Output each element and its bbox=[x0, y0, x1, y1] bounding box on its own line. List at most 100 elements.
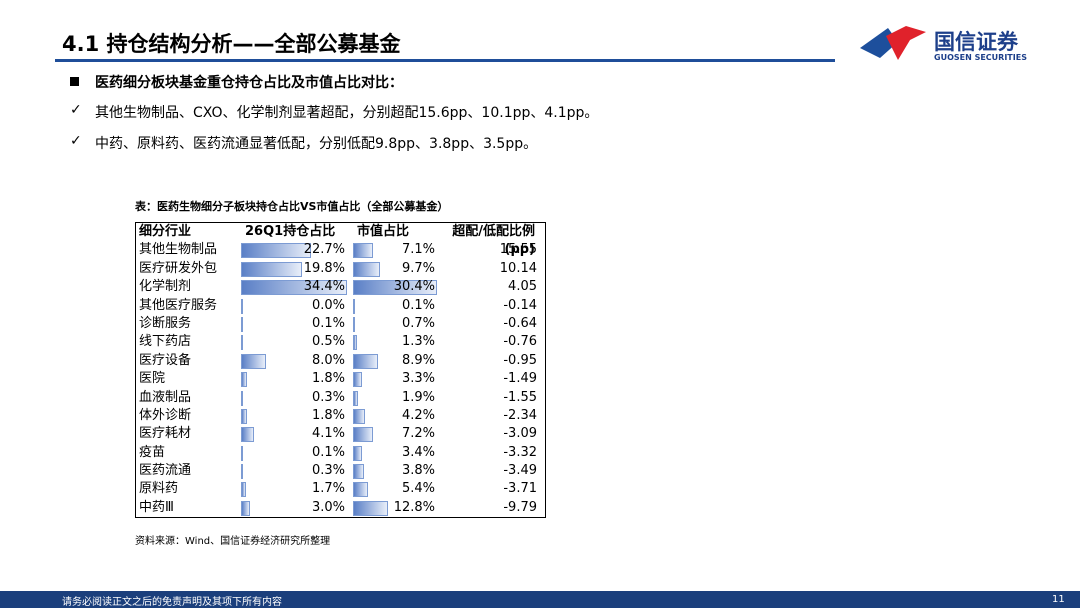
cell: 4.05 bbox=[508, 279, 537, 295]
table: 细分行业 26Q1持仓占比 市值占比 超配/低配比例(pp) 其他生物制品 22.7% 7.… bbox=[135, 222, 546, 519]
table-row: 其他生物制品 22.7% 7.1% 15.55 bbox=[136, 241, 545, 259]
cell: -3.09 bbox=[503, 426, 537, 442]
cell: 3.8% bbox=[401, 463, 435, 479]
cell: 30.4% bbox=[393, 279, 435, 295]
cell: 1.8% bbox=[311, 407, 345, 423]
disclaimer: 请务必阅读正文之后的免责声明及其项下所有内容 bbox=[62, 597, 282, 608]
data-bar bbox=[353, 298, 355, 314]
footer-bar bbox=[0, 591, 1080, 608]
header-row: 细分行业 26Q1持仓占比 市值占比 超配/低配比例(pp) bbox=[136, 223, 545, 258]
data-bar bbox=[353, 427, 373, 443]
cell: 8.9% bbox=[401, 352, 435, 368]
cell: 4.1% bbox=[311, 426, 345, 442]
cell: 疫苗 bbox=[139, 444, 166, 460]
bullet-item: 其他生物制品、CXO、化学制剂显著超配，分别超配15.6pp、10.1pp、4.… bbox=[95, 105, 599, 121]
data-bar bbox=[353, 353, 378, 369]
data-bar bbox=[353, 464, 364, 480]
cell: 5.4% bbox=[401, 481, 435, 497]
data-bar bbox=[241, 464, 243, 480]
cell: 0.1% bbox=[311, 444, 345, 460]
cell: -0.14 bbox=[503, 297, 537, 313]
cell: 1.9% bbox=[401, 389, 435, 405]
cell: 医药流通 bbox=[139, 463, 192, 479]
table-row: 其他医疗服务 0.0% 0.1% -0.14 bbox=[136, 297, 545, 315]
logo-name: 国信证券 bbox=[934, 30, 1018, 54]
cell: 其他生物制品 bbox=[139, 242, 218, 258]
check: ✓ bbox=[70, 133, 82, 149]
data-bar bbox=[241, 316, 243, 332]
data-bar bbox=[353, 335, 357, 351]
table-row: 医药流通 0.3% 3.8% -3.49 bbox=[136, 462, 545, 480]
cell: 4.2% bbox=[401, 407, 435, 423]
data-bar bbox=[241, 335, 243, 351]
cell: 医疗研发外包 bbox=[139, 260, 218, 276]
bullet-square bbox=[70, 77, 79, 86]
table-row: 血液制品 0.3% 1.9% -1.55 bbox=[136, 389, 545, 407]
table-row: 医疗研发外包 19.8% 9.7% 10.14 bbox=[136, 260, 545, 278]
data-bar bbox=[241, 445, 243, 461]
cell: 8.0% bbox=[311, 352, 345, 368]
logo-mark bbox=[860, 26, 926, 60]
cell: 0.0% bbox=[311, 297, 345, 313]
cell: 线下药店 bbox=[139, 334, 192, 350]
cell: 22.7% bbox=[303, 242, 345, 258]
cell: -2.34 bbox=[503, 407, 537, 423]
cell: 15.55 bbox=[499, 242, 537, 258]
data-bar bbox=[353, 280, 437, 296]
cell: 12.8% bbox=[393, 499, 435, 515]
data-bar bbox=[353, 408, 365, 424]
page-number: 11 bbox=[1052, 594, 1065, 605]
table-row: 原料药 1.7% 5.4% -3.71 bbox=[136, 480, 545, 498]
cell: 医院 bbox=[139, 371, 166, 387]
data-bar bbox=[353, 445, 363, 461]
data-bar bbox=[353, 482, 368, 498]
header-cell: 细分行业 bbox=[139, 224, 192, 239]
title-rule bbox=[55, 59, 835, 62]
data-bar bbox=[353, 390, 359, 406]
cell: 3.4% bbox=[401, 444, 435, 460]
cell: 0.3% bbox=[311, 463, 345, 479]
cell: -3.32 bbox=[503, 444, 537, 460]
data-bar bbox=[353, 261, 380, 277]
table-row: 医疗耗材 4.1% 7.2% -3.09 bbox=[136, 425, 545, 443]
cell: 其他医疗服务 bbox=[139, 297, 218, 313]
title: 4.1 持仓结构分析——全部公募基金 bbox=[62, 32, 401, 56]
cell: 诊断服务 bbox=[139, 315, 192, 331]
data-bar bbox=[353, 372, 363, 388]
header-cell: 市值占比 bbox=[357, 224, 410, 239]
table-row: 诊断服务 0.1% 0.7% -0.64 bbox=[136, 315, 545, 333]
data-bar bbox=[241, 243, 311, 259]
table-row: 体外诊断 1.8% 4.2% -2.34 bbox=[136, 407, 545, 425]
table-row: 化学制剂 34.4% 30.4% 4.05 bbox=[136, 278, 545, 296]
cell: 19.8% bbox=[303, 260, 345, 276]
data-bar bbox=[241, 353, 266, 369]
bullet-item: 中药、原料药、医药流通显著低配，分别低配9.8pp、3.8pp、3.5pp。 bbox=[95, 136, 538, 152]
cell: 血液制品 bbox=[139, 389, 192, 405]
cell: -9.79 bbox=[503, 499, 537, 515]
cell: 7.2% bbox=[401, 426, 435, 442]
header-cell: 超配/低配比例(pp) bbox=[452, 224, 535, 258]
data-bar bbox=[241, 261, 302, 277]
cell: 1.7% bbox=[311, 481, 345, 497]
cell: 医疗设备 bbox=[139, 352, 192, 368]
source: 资料来源：Wind、国信证券经济研究所整理 bbox=[135, 536, 331, 547]
data-bar bbox=[353, 243, 373, 259]
data-bar bbox=[241, 408, 247, 424]
data-bar bbox=[353, 316, 355, 332]
cell: 9.7% bbox=[401, 260, 435, 276]
table-row: 中药Ⅲ 3.0% 12.8% -9.79 bbox=[136, 499, 545, 517]
cell: -1.55 bbox=[503, 389, 537, 405]
cell: 0.7% bbox=[401, 315, 435, 331]
cell: -0.64 bbox=[503, 315, 537, 331]
data-bar bbox=[241, 372, 247, 388]
data-bar bbox=[241, 500, 251, 516]
table-row: 疫苗 0.1% 3.4% -3.32 bbox=[136, 444, 545, 462]
cell: 中药Ⅲ bbox=[139, 499, 174, 515]
cell: 0.3% bbox=[311, 389, 345, 405]
check: ✓ bbox=[70, 102, 82, 118]
data-bar bbox=[353, 500, 389, 516]
table-caption: 表：医药生物细分子板块持仓占比VS市值占比（全部公募基金） bbox=[135, 200, 449, 213]
data-bar bbox=[241, 482, 247, 498]
cell: 0.5% bbox=[311, 334, 345, 350]
